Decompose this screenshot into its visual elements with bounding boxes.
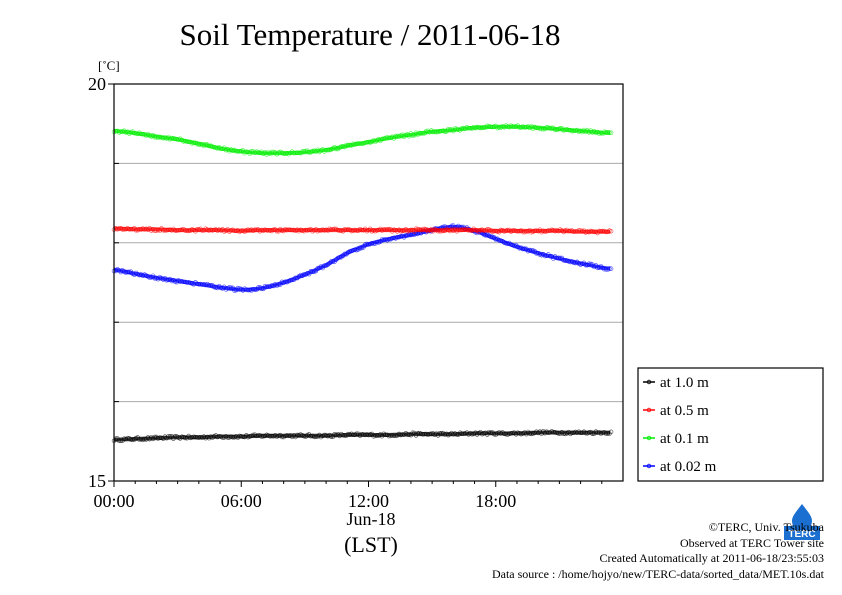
legend-marker [646,435,652,441]
series-at-0-02-m [111,223,614,293]
legend-label: at 0.1 m [660,431,709,447]
series-at-1-0-m [111,429,614,444]
chart-title: Soil Temperature / 2011-06-18 [180,17,561,52]
terc-logo: TERC [782,502,822,542]
y-tick-label: 15 [88,471,106,491]
logo-text: TERC [788,529,815,540]
y-unit-label: [˚C] [98,58,120,73]
legend-label: at 0.02 m [660,459,717,475]
series-line [113,226,611,234]
legend-marker [646,407,652,413]
legend-label: at 0.5 m [660,403,709,419]
series-line [113,124,611,156]
footer-source: Data source : /home/hojyo/new/TERC-data/… [491,566,824,581]
footer-copyright: ©TERC, Univ. Tsukuba [708,520,824,534]
series-line [113,224,611,292]
series-layer [111,123,614,444]
x-tick-label: 00:00 [93,491,134,511]
footer-created: Created Automatically at 2011-06-18/23:5… [599,551,824,565]
legend-box [637,367,824,482]
y-tick-label: 20 [88,74,106,94]
series-at-0-5-m [111,225,614,236]
x-tick-label: 12:00 [348,491,389,511]
x-tick-label: 18:00 [475,491,516,511]
footer: ©TERC, Univ. Tsukuba Observed at TERC To… [492,520,824,582]
x-date-label: Jun-18 [347,509,396,529]
x-axis-label: (LST) [344,532,398,557]
series-line [114,430,611,442]
series-at-0-1-m [111,123,614,157]
legend-label: at 1.0 m [660,375,709,391]
footer-observed: Observed at TERC Tower site [679,535,824,550]
legend-marker [646,379,652,385]
x-tick-label: 06:00 [221,491,262,511]
legend: at 1.0 m at 0.5 m at 0.1 m at 0.02 m [637,367,824,482]
legend-marker [646,463,652,469]
